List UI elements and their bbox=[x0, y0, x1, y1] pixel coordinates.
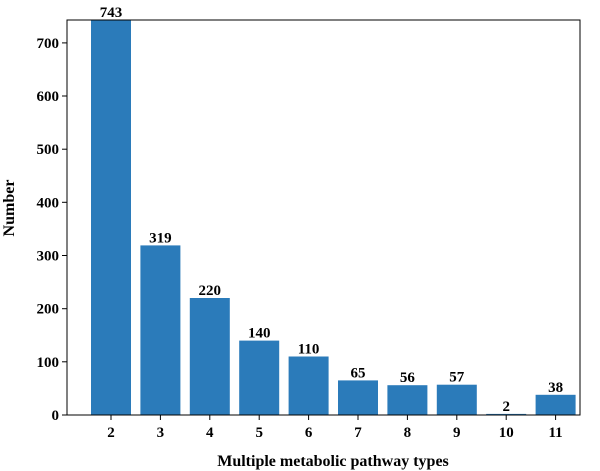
x-tick-label-6: 6 bbox=[305, 425, 313, 441]
data-labels-group: 743 319 220 140 110 65 56 57 2 38 bbox=[100, 5, 563, 415]
data-label-4: 220 bbox=[199, 283, 222, 299]
data-label-8: 56 bbox=[400, 370, 416, 386]
y-tick-label-200: 200 bbox=[37, 302, 60, 318]
x-axis: 2 3 4 5 6 7 8 9 10 11 bbox=[107, 415, 563, 441]
x-tick-label-10: 10 bbox=[499, 425, 514, 441]
x-tick-label-11: 11 bbox=[549, 425, 563, 441]
bar-10 bbox=[486, 413, 527, 415]
data-label-7: 65 bbox=[351, 365, 366, 381]
x-tick-label-5: 5 bbox=[255, 425, 263, 441]
bar-3 bbox=[140, 245, 181, 415]
data-label-9: 57 bbox=[449, 370, 465, 386]
x-axis-label: Multiple metabolic pathway types bbox=[217, 453, 449, 470]
bar-4 bbox=[189, 298, 230, 415]
y-tick-label-700: 700 bbox=[37, 36, 60, 52]
bar-8 bbox=[387, 385, 428, 415]
y-axis-label: Number bbox=[1, 180, 18, 237]
y-tick-label-300: 300 bbox=[37, 249, 60, 265]
data-label-3: 319 bbox=[149, 230, 172, 246]
bar-7 bbox=[338, 380, 378, 415]
plot-frame bbox=[66, 19, 581, 416]
data-label-2: 743 bbox=[100, 5, 123, 21]
y-tick-label-500: 500 bbox=[37, 142, 60, 158]
bar-2 bbox=[91, 20, 131, 415]
x-tick-label-4: 4 bbox=[206, 425, 214, 441]
bar-9 bbox=[436, 384, 477, 415]
bar-5 bbox=[239, 340, 280, 415]
x-tick-label-8: 8 bbox=[404, 425, 412, 441]
data-label-5: 140 bbox=[248, 326, 271, 342]
bar-11 bbox=[535, 394, 576, 415]
y-tick-label-600: 600 bbox=[37, 89, 60, 105]
bar-6 bbox=[288, 356, 329, 415]
x-tick-label-2: 2 bbox=[107, 425, 115, 441]
x-tick-label-3: 3 bbox=[157, 425, 165, 441]
x-tick-label-9: 9 bbox=[453, 425, 461, 441]
y-tick-label-100: 100 bbox=[37, 355, 60, 371]
bars-group bbox=[91, 20, 576, 415]
y-tick-label-400: 400 bbox=[37, 195, 60, 211]
data-label-11: 38 bbox=[548, 380, 563, 396]
data-label-6: 110 bbox=[298, 342, 320, 358]
x-tick-label-7: 7 bbox=[354, 425, 362, 441]
y-axis: 0 100 200 300 400 500 600 700 bbox=[37, 19, 581, 424]
y-tick-label-0: 0 bbox=[52, 408, 60, 424]
data-label-10: 2 bbox=[502, 399, 510, 415]
